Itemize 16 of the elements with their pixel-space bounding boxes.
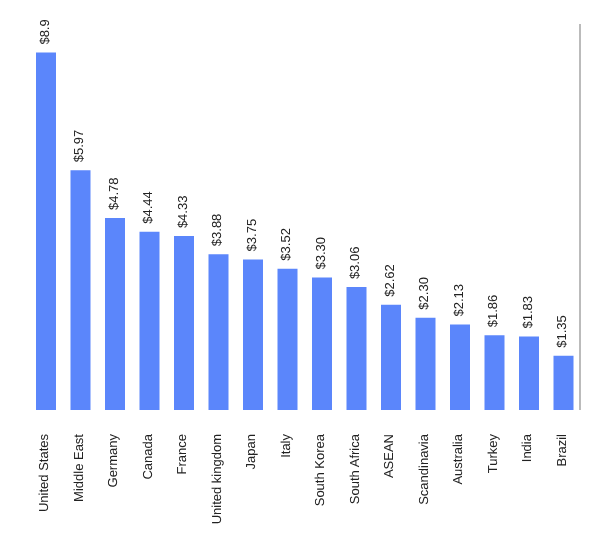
- bar: [277, 268, 298, 410]
- bar: [553, 355, 574, 410]
- bar: [415, 317, 436, 410]
- bar: [381, 304, 401, 410]
- bar: [70, 170, 91, 410]
- bar: [312, 277, 332, 410]
- bar: [174, 236, 194, 410]
- bar: [243, 259, 263, 410]
- bar: [450, 324, 470, 410]
- bar: [208, 254, 229, 410]
- bar: [519, 336, 539, 410]
- bar: [36, 52, 56, 410]
- bar: [105, 218, 125, 410]
- bar: [346, 287, 367, 410]
- bar: [484, 335, 505, 410]
- bar: [139, 231, 160, 410]
